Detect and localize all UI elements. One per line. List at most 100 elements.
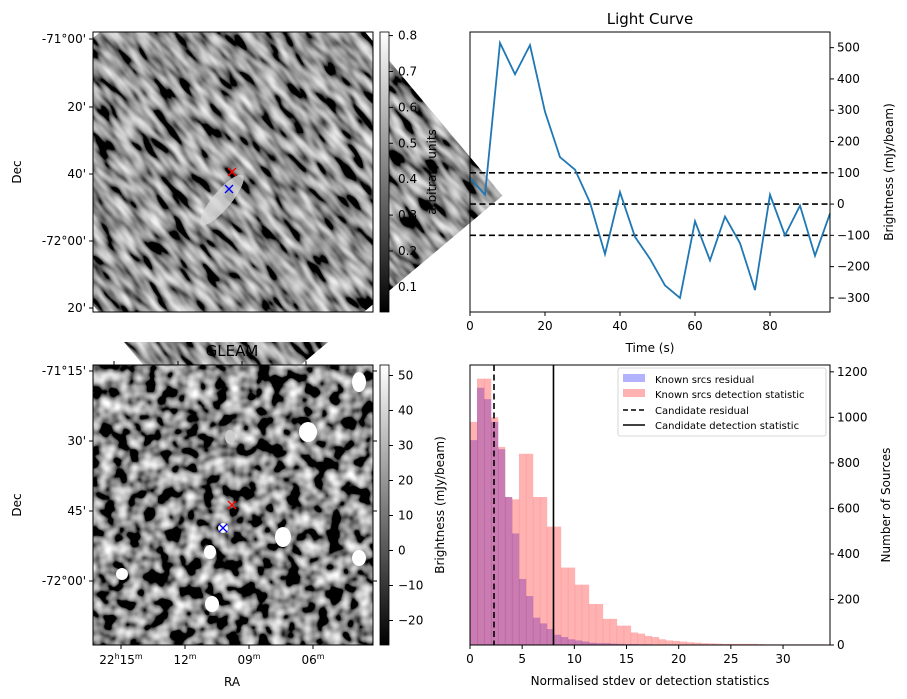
- light-curve-xtick-label: 0: [466, 319, 474, 333]
- histogram-bar: [497, 446, 506, 645]
- filter-ytick-label: 40': [67, 167, 86, 181]
- histogram-bar: [560, 567, 569, 645]
- histogram-bar: [742, 643, 750, 645]
- filter-colorbar-tick-label: 0.2: [398, 244, 417, 258]
- gleam-colorbar-tick-label: −20: [398, 614, 423, 628]
- light-curve-ytick-label: 100: [837, 166, 860, 180]
- gleam-blue-marker: [218, 523, 228, 533]
- histogram-xtick-label: 10: [567, 652, 582, 666]
- gleam-ytick-label: -72°00': [42, 574, 86, 588]
- light-curve-ytick-label: −300: [837, 291, 870, 305]
- histogram-ytick-label: 0: [837, 638, 845, 652]
- gleam-xtick-label: 12m: [173, 652, 196, 667]
- histogram-bar: [693, 642, 702, 645]
- histogram-bar: [581, 584, 590, 645]
- light-curve-xtick-label: 20: [537, 319, 552, 333]
- filter-colorbar-tick-label: 0.8: [398, 29, 417, 43]
- gleam-ytick-label: -71°15': [42, 364, 86, 378]
- histogram-ytick-label: 600: [837, 501, 860, 515]
- filter-panel: Filter -71°00'20'40'-72°00'20' Dec 0.10.…: [0, 0, 503, 443]
- light-curve-ytick-label: 0: [837, 197, 845, 211]
- legend-label-candidate-residual: Candidate residual: [655, 406, 749, 417]
- histogram-xtick-label: 20: [671, 652, 686, 666]
- histogram-bar: [644, 635, 653, 645]
- histogram-bar: [539, 497, 548, 645]
- gleam-colorbar-label: Brightness (mJy/beam): [433, 436, 447, 574]
- filter-bright-streak: [200, 174, 244, 226]
- histogram-bar: [567, 567, 576, 645]
- histogram-bar: [532, 617, 541, 645]
- histogram-bar: [637, 633, 646, 645]
- histogram-bar: [560, 637, 569, 645]
- filter-colorbar-label: arbitrary units: [425, 129, 439, 215]
- histogram-bar: [476, 387, 485, 645]
- legend-label-candidate-detection: Candidate detection statistic: [655, 421, 799, 432]
- gleam-sources: [116, 372, 366, 612]
- histogram-bar: [602, 618, 611, 645]
- histogram-bar: [518, 578, 527, 645]
- gleam-ylabel: Dec: [10, 493, 24, 516]
- histogram-bar: [581, 641, 590, 645]
- histogram-bar: [525, 596, 534, 645]
- histogram-bar: [700, 643, 709, 645]
- histogram-ytick-label: 400: [837, 547, 860, 561]
- gleam-colorbar-tick-label: −10: [398, 579, 423, 593]
- histogram-bar: [665, 640, 674, 645]
- histogram-bar: [686, 642, 695, 645]
- filter-ytick-label: 20': [67, 100, 86, 114]
- filter-colorbar-tick-label: 0.6: [398, 100, 417, 114]
- gleam-yticks: -71°15' 30' 45' -72°00': [42, 364, 377, 588]
- filter-ylabel: Dec: [10, 160, 24, 183]
- histogram-bar: [595, 643, 604, 645]
- legend-swatch-detection: [623, 389, 645, 397]
- histogram-bar: [553, 526, 562, 645]
- gleam-xlabel: RA: [224, 675, 241, 689]
- histogram-bar: [546, 629, 555, 645]
- gleam-panel: GLEAM -71°15' 30' 45' -72°00' 22h15m 12m 09m 0…: [10, 342, 447, 689]
- light-curve-ytick-label: 400: [837, 72, 860, 86]
- gleam-colorbar-tick-label: 10: [398, 509, 413, 523]
- histogram-bar: [616, 643, 625, 645]
- filter-yticks: -71°00' 20' 40' -72°00' 20': [42, 32, 93, 315]
- gleam-colorbar-tick-label: 30: [398, 439, 413, 453]
- histogram-bar: [630, 632, 639, 645]
- filter-colorbar-tick-label: 0.4: [398, 172, 417, 186]
- histogram-ylabel: Number of Sources: [879, 448, 893, 563]
- light-curve-xticks: 0 20 40 60 80: [466, 312, 778, 333]
- histogram-bar: [511, 533, 520, 645]
- light-curve-title: Light Curve: [607, 10, 693, 28]
- gleam-xtick-label: 06m: [301, 652, 324, 667]
- light-curve-ytick-label: 200: [837, 134, 860, 148]
- histogram-bar: [553, 634, 562, 645]
- histogram-xtick-label: 15: [619, 652, 634, 666]
- histogram-ytick-label: 1200: [837, 365, 868, 379]
- gleam-xtick-label: 22h15m: [99, 652, 143, 667]
- histogram-bar: [470, 421, 478, 645]
- histogram-bar: [504, 497, 513, 645]
- light-curve-ytick-label: −100: [837, 228, 870, 242]
- histogram-bar: [504, 497, 513, 645]
- filter-red-marker: [227, 167, 237, 177]
- histogram-xtick-label: 25: [723, 652, 738, 666]
- histogram-bar: [679, 641, 688, 645]
- histogram-bar: [483, 399, 492, 645]
- legend-label-detection: Known srcs detection statistic: [655, 390, 804, 401]
- histogram-bar: [595, 604, 604, 645]
- histogram-bar: [749, 643, 757, 645]
- gleam-colorbar-tick-label: 50: [398, 369, 413, 383]
- filter-axes-frame: [92, 31, 374, 313]
- filter-colorbar-tick-label: 0.5: [398, 136, 417, 150]
- histogram-ytick-label: 200: [837, 592, 860, 606]
- histogram-bar: [623, 625, 632, 645]
- gleam-title: GLEAM: [206, 342, 259, 360]
- gleam-axes-frame: [92, 364, 374, 646]
- histogram-xtick-label: 30: [775, 652, 790, 666]
- histogram-xtick-label: 5: [518, 652, 526, 666]
- histogram-bar: [518, 453, 527, 645]
- histogram-xlabel: Normalised stdev or detection statistics: [531, 674, 770, 688]
- histogram-bar: [658, 639, 667, 645]
- gleam-ytick-label: 30': [67, 434, 86, 448]
- light-curve-ylabel: Brightness (mJy/beam): [882, 103, 896, 241]
- filter-ytick-label: -71°00': [42, 32, 86, 46]
- histogram-bar: [525, 453, 534, 645]
